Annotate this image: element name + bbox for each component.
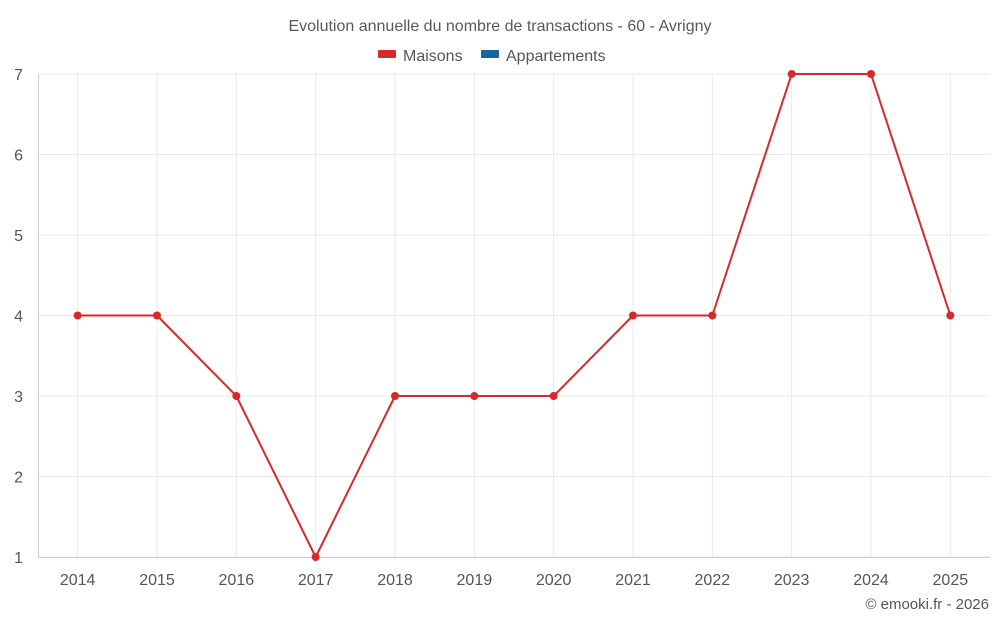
y-tick-label: 3 [14, 389, 23, 406]
x-tick-label: 2022 [695, 572, 731, 589]
data-point-maisons-2018[interactable] [391, 392, 399, 400]
data-point-maisons-2021[interactable] [629, 311, 637, 320]
x-tick-label: 2021 [615, 572, 651, 589]
legend-item-appartements[interactable]: Appartements [481, 48, 606, 65]
axes [38, 74, 990, 558]
x-tick-label: 2020 [536, 572, 572, 589]
legend-swatch-appartements [481, 50, 499, 58]
y-tick-label: 6 [14, 148, 23, 165]
data-point-maisons-2019[interactable] [470, 392, 479, 400]
y-tick-label: 1 [14, 550, 23, 567]
x-tick-label: 2018 [377, 572, 413, 589]
legend-label-maisons: Maisons [403, 48, 463, 65]
data-point-maisons-2024[interactable] [867, 70, 875, 78]
y-tick-label: 7 [14, 67, 23, 84]
legend: Maisons Appartements [378, 48, 606, 65]
data-point-maisons-2016[interactable] [232, 392, 241, 400]
x-tick-label: 2019 [457, 572, 493, 589]
credit-text: © emooki.fr - 2026 [865, 596, 989, 613]
x-tick-label: 2023 [774, 572, 810, 589]
y-tick-label: 5 [14, 228, 23, 245]
legend-swatch-maisons [378, 50, 396, 58]
data-point-maisons-2017[interactable] [311, 553, 320, 561]
legend-label-appartements: Appartements [506, 48, 606, 65]
series-line-maisons [77, 73, 952, 558]
x-tick-label: 2014 [60, 572, 96, 589]
y-tick-label: 2 [14, 470, 23, 487]
grid [38, 73, 990, 558]
data-point-maisons-2015[interactable] [153, 311, 161, 320]
x-tick-label: 2016 [219, 572, 255, 589]
series-maisons [73, 70, 955, 561]
x-tick-label: 2015 [139, 572, 175, 589]
data-point-maisons-2023[interactable] [787, 70, 796, 78]
chart-title: Evolution annuelle du nombre de transact… [288, 18, 711, 35]
x-axis-ticks: 2014 2015 2016 2017 2018 2019 2020 2021 2022 2023… [60, 572, 968, 589]
data-point-maisons-2014[interactable] [73, 311, 82, 320]
data-point-maisons-2022[interactable] [708, 311, 717, 320]
x-tick-label: 2025 [933, 572, 969, 589]
y-tick-label: 4 [14, 309, 23, 326]
x-tick-label: 2017 [298, 572, 334, 589]
x-tick-label: 2024 [853, 572, 889, 589]
data-point-maisons-2025[interactable] [946, 311, 955, 320]
y-axis-ticks: 1 2 3 4 5 6 7 [14, 67, 23, 567]
data-point-maisons-2020[interactable] [549, 392, 558, 400]
legend-item-maisons[interactable]: Maisons [378, 48, 463, 65]
